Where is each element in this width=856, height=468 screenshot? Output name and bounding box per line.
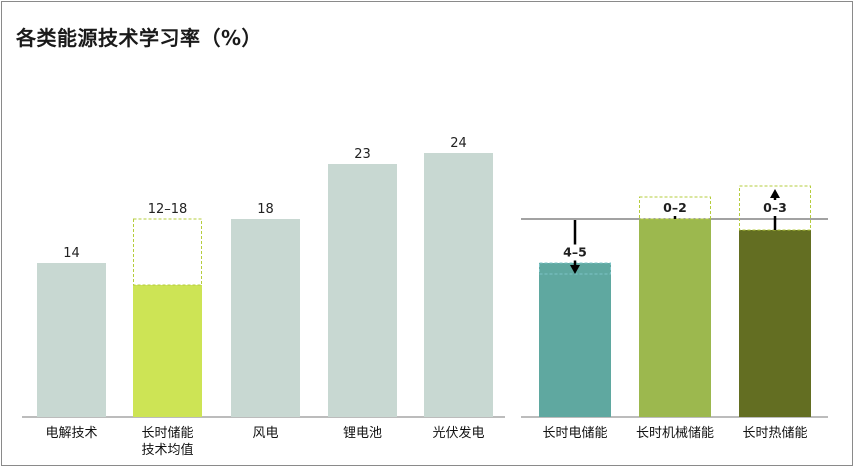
- value-label-r-2: 0–3: [763, 200, 787, 215]
- value-label-bg-r-1: [660, 200, 690, 216]
- value-label-bg-r-2: [760, 200, 790, 216]
- value-label-3: 23: [354, 147, 371, 162]
- bar-r-0: [539, 263, 611, 417]
- category-label-r-0: 长时电储能: [542, 426, 607, 441]
- bar-3: [328, 164, 397, 417]
- value-label-r-0: 4–5: [563, 245, 587, 260]
- category-label-2-0: 风电: [252, 426, 278, 441]
- value-label-1: 12–18: [148, 202, 188, 217]
- category-label-r-2: 长时热储能: [742, 426, 807, 441]
- range-outline-1: [133, 218, 202, 286]
- category-label-0-0: 电解技术: [45, 426, 97, 441]
- category-label-1-1: 技术均值: [141, 442, 193, 458]
- category-label-3-0: 锂电池: [343, 426, 382, 441]
- range-outline-r-1: [639, 196, 711, 220]
- bar-r-2: [739, 230, 811, 417]
- bar-r-1: [639, 219, 711, 417]
- value-label-4: 24: [450, 136, 467, 151]
- arrow-0-head: [570, 265, 580, 274]
- bar-0: [37, 263, 106, 417]
- value-label-r-1: 0–2: [663, 200, 687, 215]
- chart-title: 各类能源技术学习率（%）: [16, 26, 263, 50]
- bar-2: [231, 219, 300, 417]
- category-label-r-1: 长时机械储能: [636, 426, 714, 441]
- bar-1: [133, 285, 202, 417]
- category-label-1-0: 长时储能: [141, 426, 193, 441]
- value-label-bg-r-0: [560, 244, 590, 261]
- category-label-4-0: 光伏发电: [432, 425, 484, 441]
- value-label-2: 18: [257, 202, 274, 217]
- arrow-2-head: [770, 189, 780, 198]
- value-label-0: 14: [63, 246, 80, 261]
- bar-4: [424, 153, 493, 417]
